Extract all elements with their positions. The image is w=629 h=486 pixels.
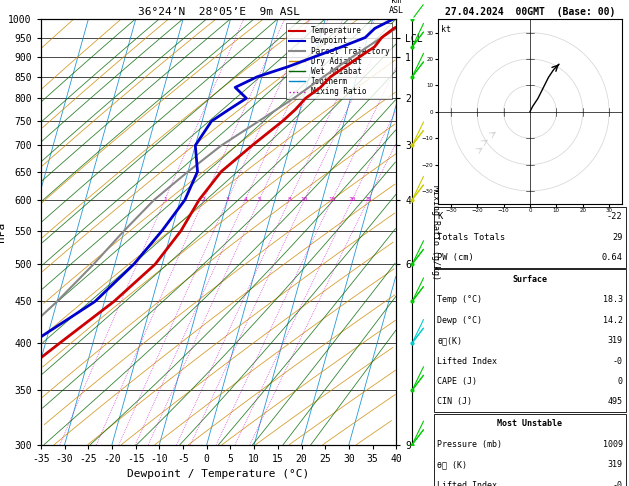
Text: 319: 319	[608, 460, 623, 469]
Title: 27.04.2024  00GMT  (Base: 00): 27.04.2024 00GMT (Base: 00)	[445, 7, 615, 17]
Text: 8: 8	[287, 197, 291, 202]
Text: Lifted Index: Lifted Index	[437, 357, 497, 365]
Text: 4: 4	[243, 197, 247, 202]
Title: 36°24’N  28°05’E  9m ASL: 36°24’N 28°05’E 9m ASL	[138, 7, 299, 17]
Text: 14.2: 14.2	[603, 316, 623, 325]
Text: Lifted Index: Lifted Index	[437, 481, 497, 486]
Text: 0.64: 0.64	[602, 253, 623, 262]
Text: Most Unstable: Most Unstable	[498, 419, 562, 428]
Text: 18.3: 18.3	[603, 295, 623, 304]
Text: 10: 10	[301, 197, 308, 202]
Text: 495: 495	[608, 398, 623, 406]
Text: θᴇ (K): θᴇ (K)	[437, 460, 467, 469]
Text: 2: 2	[202, 197, 206, 202]
Text: 20: 20	[348, 197, 356, 202]
Legend: Temperature, Dewpoint, Parcel Trajectory, Dry Adiabat, Wet Adiabat, Isotherm, Mi: Temperature, Dewpoint, Parcel Trajectory…	[286, 23, 392, 99]
Text: 25: 25	[364, 197, 372, 202]
Text: 5: 5	[257, 197, 261, 202]
Text: -0: -0	[613, 481, 623, 486]
Text: 319: 319	[608, 336, 623, 345]
Text: 29: 29	[612, 233, 623, 242]
Text: 1009: 1009	[603, 440, 623, 449]
Text: kt: kt	[442, 25, 451, 34]
Text: -22: -22	[607, 212, 623, 221]
Text: CAPE (J): CAPE (J)	[437, 377, 477, 386]
Y-axis label: Mixing Ratio (g/kg): Mixing Ratio (g/kg)	[431, 185, 440, 279]
Text: 1: 1	[163, 197, 167, 202]
Text: θᴇ(K): θᴇ(K)	[437, 336, 462, 345]
Text: Surface: Surface	[513, 275, 547, 284]
Text: Dewp (°C): Dewp (°C)	[437, 316, 482, 325]
Text: Pressure (mb): Pressure (mb)	[437, 440, 502, 449]
Text: PW (cm): PW (cm)	[437, 253, 474, 262]
Text: Totals Totals: Totals Totals	[437, 233, 506, 242]
Text: Temp (°C): Temp (°C)	[437, 295, 482, 304]
Text: -0: -0	[613, 357, 623, 365]
Text: km
ASL: km ASL	[389, 0, 404, 15]
Y-axis label: hPa: hPa	[0, 222, 6, 242]
Text: K: K	[437, 212, 442, 221]
Text: 0: 0	[618, 377, 623, 386]
Text: 3: 3	[226, 197, 230, 202]
Text: CIN (J): CIN (J)	[437, 398, 472, 406]
X-axis label: Dewpoint / Temperature (°C): Dewpoint / Temperature (°C)	[128, 469, 309, 479]
Text: 15: 15	[328, 197, 336, 202]
